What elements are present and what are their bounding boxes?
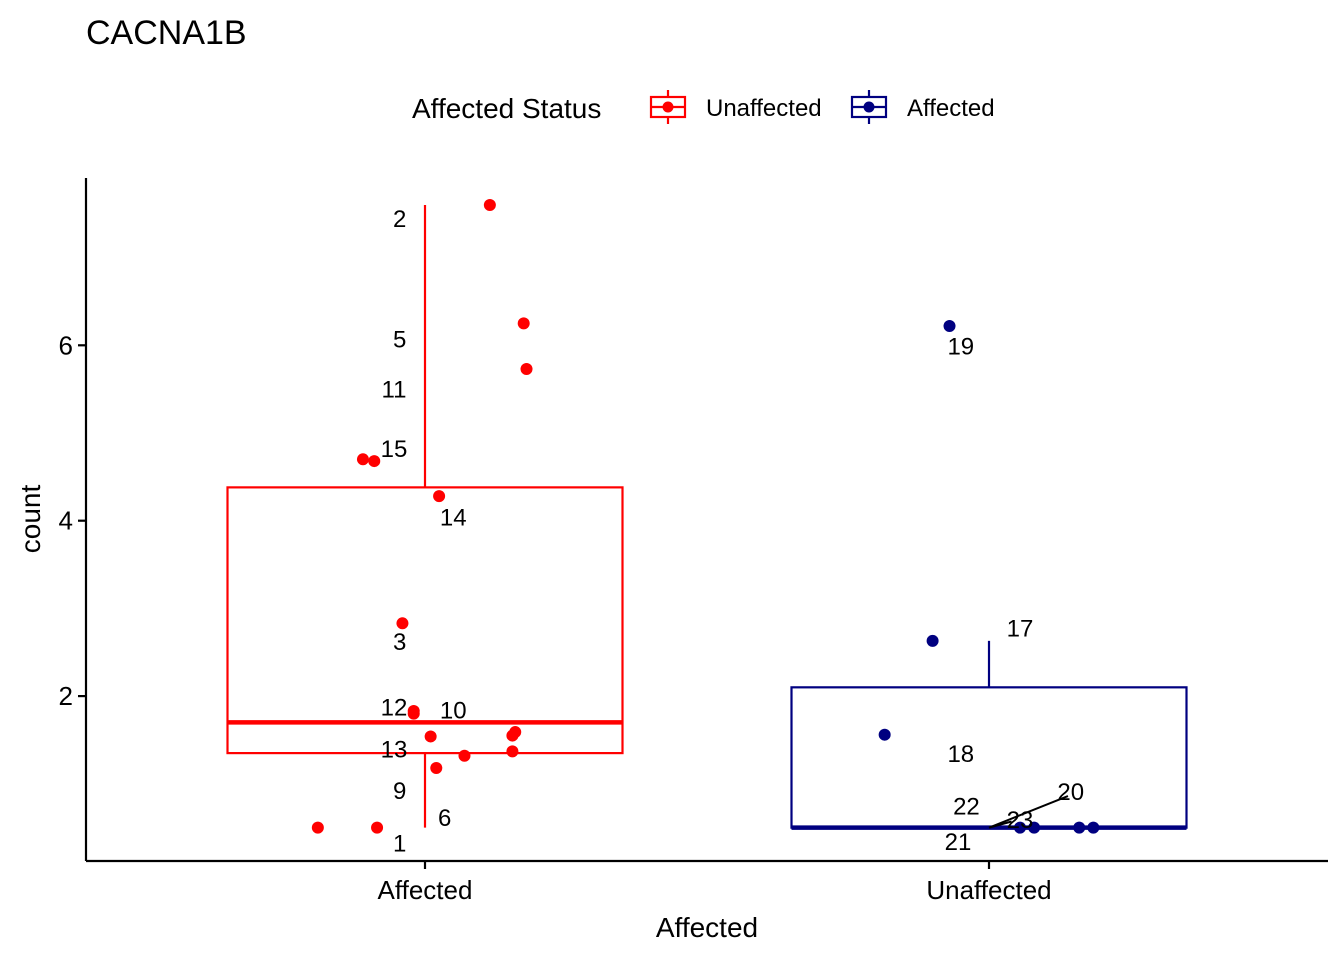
axes: 2 4 6 Affected Unaffected: [59, 330, 1052, 905]
y-axis-title: count: [15, 485, 46, 554]
point-label: 18: [947, 741, 974, 768]
chart-title: CACNA1B: [86, 14, 247, 52]
label-connector: [988, 795, 1069, 829]
data-point: [1028, 821, 1041, 834]
data-point: [509, 726, 522, 739]
point-label: 10: [440, 697, 467, 724]
point-label: 21: [945, 829, 972, 856]
label-connector: [988, 820, 1012, 829]
point-label: 13: [381, 737, 408, 764]
legend-label-affected: Affected: [907, 95, 995, 122]
data-point: [311, 821, 324, 834]
point-label: 19: [947, 333, 974, 360]
y-tick-label: 4: [59, 506, 73, 536]
data-point: [506, 745, 519, 758]
point-label: 2: [393, 206, 406, 233]
point-label: 17: [1007, 616, 1034, 643]
legend-label-unaffected: Unaffected: [706, 95, 822, 122]
x-tick-label: Unaffected: [926, 875, 1051, 905]
data-point: [430, 762, 443, 775]
data-point: [424, 730, 437, 743]
data-point: [1087, 821, 1100, 834]
legend-key-affected: [850, 90, 888, 124]
point-label: 9: [393, 778, 406, 805]
legend-key-unaffected: [649, 90, 687, 124]
y-tick-label: 2: [59, 681, 73, 711]
point-label: 12: [381, 695, 408, 722]
point-label: 20: [1057, 779, 1084, 806]
data-point: [368, 455, 381, 468]
legend-title: Affected Status: [412, 93, 601, 124]
legend: Affected Status Unaffected Affected: [412, 90, 995, 124]
x-tick-label: Affected: [378, 875, 473, 905]
point-label: 3: [393, 629, 406, 656]
data-point: [1073, 821, 1086, 834]
point-label: 6: [438, 805, 451, 832]
point-label: 5: [393, 326, 406, 353]
point-label: 1: [393, 831, 406, 858]
y-tick-label: 6: [59, 330, 73, 360]
data-point: [517, 317, 530, 330]
point-label: 14: [440, 504, 467, 531]
data-point: [878, 728, 891, 741]
data-point: [1014, 821, 1027, 834]
data-point: [433, 490, 446, 503]
point-label: 15: [381, 436, 408, 463]
point-label: 22: [953, 794, 980, 821]
data-point: [520, 362, 533, 375]
data-point: [943, 320, 956, 333]
point-label: 11: [382, 376, 407, 403]
point-label: 23: [1007, 807, 1034, 834]
data-point: [396, 617, 409, 630]
data-point: [926, 634, 939, 647]
data-point: [356, 453, 369, 466]
data-point: [407, 705, 420, 718]
data-point: [483, 198, 496, 211]
box-affected: [226, 486, 624, 755]
box-unaffected: [790, 686, 1188, 829]
data-point: [458, 749, 471, 762]
x-axis-title: Affected: [656, 912, 758, 943]
data-point: [371, 821, 384, 834]
